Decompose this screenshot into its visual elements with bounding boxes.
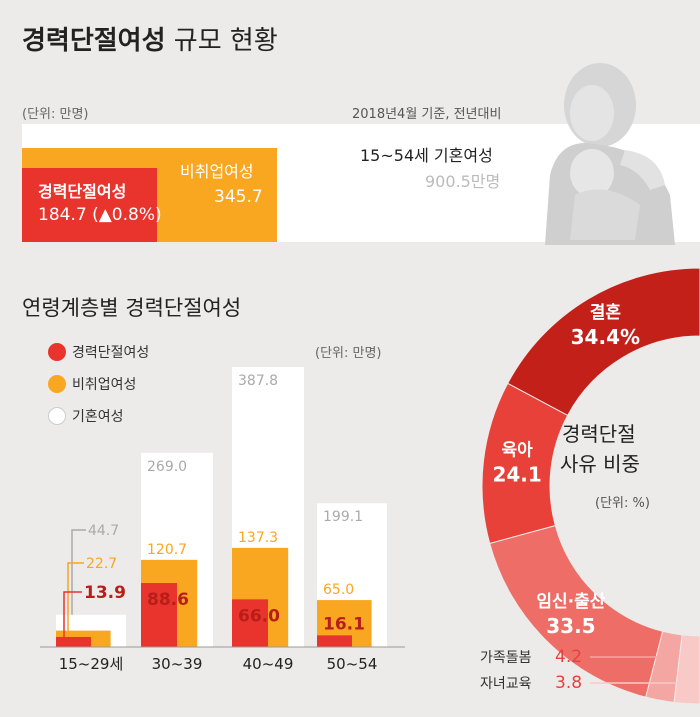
page-title: 경력단절여성 규모 현황: [22, 26, 278, 56]
donut-center-title-line2: 사유 비중: [560, 452, 640, 476]
donut-value-4: 3.8: [555, 673, 582, 693]
donut-value-2: 33.5: [546, 614, 595, 638]
career-break-bar: [22, 168, 157, 242]
legend-married-swatch: [48, 407, 66, 425]
legend-career-break: 경력단절여성: [48, 342, 149, 362]
value-label-career-break-3: 16.1: [323, 614, 365, 634]
bar-career-break-0: [56, 636, 91, 647]
value-label-married-3: 199.1: [323, 509, 363, 525]
donut-category-3: 가족돌봄: [480, 650, 532, 666]
legend-married: 기혼여성: [48, 406, 124, 426]
donut-center-title-line1: 경력단절: [562, 422, 636, 446]
career-break-label: 경력단절여성: [38, 182, 127, 201]
age-chart-unit: (단위: 만명): [315, 346, 382, 361]
value-label-non-employed-2: 137.3: [238, 530, 278, 546]
legend-career-break-swatch: [48, 343, 66, 361]
married-women-label: 15~54세 기혼여성: [360, 146, 493, 165]
donut-leader-4: [590, 682, 689, 694]
donut-value-1: 24.1: [492, 463, 541, 487]
age-bar-chart: 15~29세 44.7 22.7 13.9 30~39 269.0 120.7 88.6 40~…: [40, 367, 405, 673]
value-label-career-break-0: 13.9: [84, 583, 126, 603]
donut-category-2: 임신·출산: [536, 591, 605, 612]
age-chart-title: 연령계층별 경력단절여성: [22, 296, 242, 320]
value-label-non-employed-1: 120.7: [147, 542, 187, 558]
legend-career-break-label: 경력단절여성: [72, 345, 150, 361]
value-label-non-employed-0: 22.7: [86, 556, 117, 572]
donut-value-0: 34.4%: [571, 325, 640, 349]
legend-non-employed: 비취업여성: [48, 374, 136, 394]
legend-non-employed-label: 비취업여성: [72, 377, 137, 393]
category-label-2: 40~49: [243, 655, 294, 673]
mother-child-illustration: [545, 63, 675, 245]
category-label-3: 50~54: [327, 655, 378, 673]
leader-line-married-0: [71, 529, 86, 615]
donut-slice-4: [673, 634, 700, 705]
donut-leader-3: [590, 656, 663, 691]
value-label-married-1: 269.0: [147, 459, 187, 475]
legend-non-employed-swatch: [48, 375, 66, 393]
bar-career-break-3: [317, 635, 352, 647]
donut-value-3: 4.2: [555, 647, 582, 667]
legend-married-label: 기혼여성: [72, 409, 124, 425]
leader-line-non-employed-0: [67, 562, 84, 631]
donut-category-0: 결혼: [590, 302, 622, 323]
value-label-married-2: 387.8: [238, 373, 278, 389]
bar-career-break-2: [232, 599, 268, 647]
married-women-value: 900.5만명: [425, 172, 501, 191]
summary-basis-date: 2018년4월 기준, 전년대비: [352, 107, 502, 122]
donut-category-1: 육아: [502, 441, 534, 461]
category-label-0: 15~29세: [59, 655, 124, 673]
value-label-married-0: 44.7: [88, 523, 119, 539]
donut-unit: (단위: %): [595, 496, 650, 511]
non-employed-value: 345.7: [214, 187, 263, 207]
value-label-non-employed-3: 65.0: [323, 582, 354, 598]
non-employed-label: 비취업여성: [180, 162, 254, 181]
bar-career-break-1: [141, 583, 177, 647]
career-break-value: 184.7 (▲0.8%): [38, 205, 162, 225]
leader-line-career-break-0: [63, 591, 82, 637]
value-label-career-break-2: 66.0: [238, 606, 280, 626]
category-label-1: 30~39: [152, 655, 203, 673]
donut-category-4: 자녀교육: [480, 676, 532, 692]
value-label-career-break-1: 88.6: [147, 590, 189, 610]
summary-unit: (단위: 만명): [22, 107, 89, 122]
